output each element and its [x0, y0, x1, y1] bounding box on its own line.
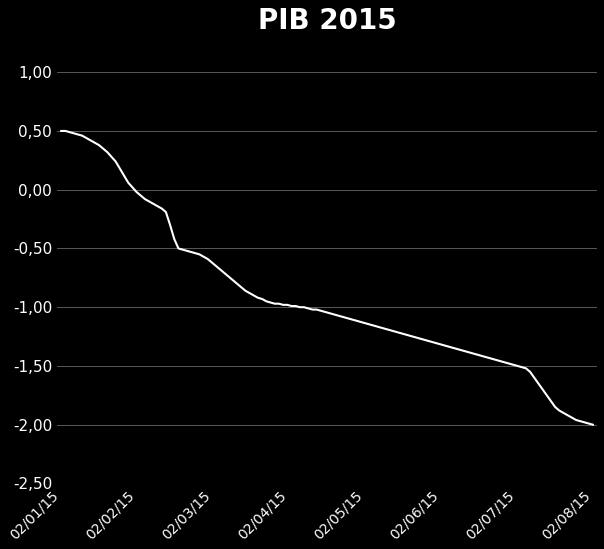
Title: PIB 2015: PIB 2015: [258, 7, 396, 35]
